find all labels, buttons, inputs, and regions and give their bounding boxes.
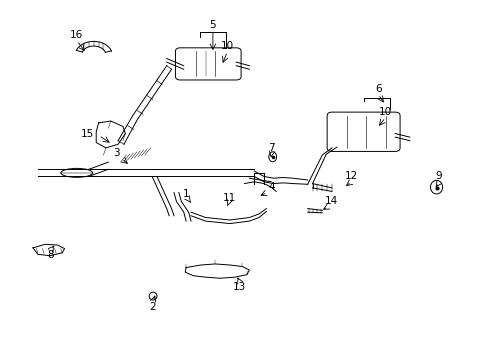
Text: 12: 12 (344, 171, 357, 181)
Text: 5: 5 (209, 19, 216, 30)
Text: 10: 10 (221, 41, 234, 51)
Ellipse shape (268, 152, 276, 162)
Text: 10: 10 (378, 107, 391, 117)
Text: 11: 11 (223, 193, 236, 203)
Text: 3: 3 (113, 148, 120, 158)
Ellipse shape (429, 180, 442, 194)
Text: 14: 14 (324, 197, 337, 206)
FancyBboxPatch shape (175, 48, 241, 80)
Text: 15: 15 (81, 129, 94, 139)
Text: 16: 16 (70, 30, 83, 40)
Text: 2: 2 (148, 302, 155, 312)
Text: 13: 13 (233, 282, 246, 292)
Text: 4: 4 (268, 182, 274, 192)
Ellipse shape (149, 292, 157, 300)
Text: 1: 1 (183, 189, 189, 199)
Text: 8: 8 (47, 250, 54, 260)
FancyBboxPatch shape (326, 112, 399, 152)
Text: 9: 9 (435, 171, 442, 181)
Text: 7: 7 (267, 143, 274, 153)
Text: 6: 6 (374, 84, 381, 94)
Ellipse shape (61, 168, 92, 177)
